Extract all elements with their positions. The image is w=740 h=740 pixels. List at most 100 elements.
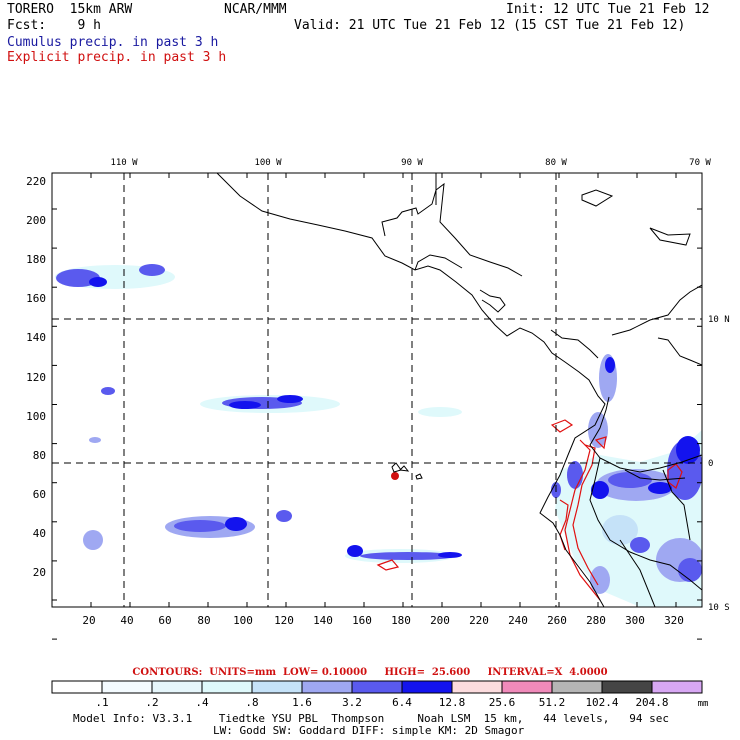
colorbar-swatch: [651, 680, 703, 694]
explicit-precip-contour: [667, 463, 683, 489]
y-tick-label: 80: [33, 449, 46, 462]
y-tick-label: 140: [26, 331, 46, 344]
lon-label-70w: 70 W: [689, 158, 711, 168]
colorbar-label: 6.4: [392, 696, 412, 709]
x-tick-label: 120: [274, 614, 294, 627]
precip-area: [229, 401, 261, 409]
physics-info: LW: Godd SW: Goddard DIFF: simple KM: 2D…: [213, 724, 525, 737]
y-tick-label: 20: [33, 566, 46, 579]
y-tick-label: 100: [26, 410, 46, 423]
lon-label-110w: 110 W: [110, 158, 138, 168]
lat-label-10n: 10 N: [708, 315, 730, 325]
precip-area: [605, 357, 615, 373]
precip-area: [225, 517, 247, 531]
colorbar-swatch: [251, 680, 303, 694]
precip-area: [391, 472, 399, 480]
precip-area: [438, 552, 462, 558]
colorbar-swatch: [101, 680, 153, 694]
y-tick-label: 120: [26, 371, 46, 384]
lon-label-90w: 90 W: [401, 158, 423, 168]
precip-area: [602, 515, 638, 545]
colorbar-label: 12.8: [439, 696, 466, 709]
colorbar-swatch: [451, 680, 503, 694]
precip-area: [139, 264, 165, 276]
explicit-precip-contour: [564, 439, 601, 601]
colorbar-label: 51.2: [539, 696, 566, 709]
colorbar-label: .2: [145, 696, 158, 709]
coastlines: [216, 173, 702, 607]
valid-time: Valid: 21 UTC Tue 21 Feb 12 (15 CST Tue …: [294, 18, 686, 33]
colorbar: [51, 680, 703, 694]
colorbar-labels: .1 .2 .4 .8 1.6 3.2 6.4 12.8 25.6 51.2 1…: [95, 696, 708, 709]
colorbar-swatch: [301, 680, 353, 694]
axis-ticks: [51, 173, 702, 640]
y-tick-labels: 220 200 180 160 140 120 100 80 60 40 20: [26, 175, 46, 579]
y-tick-label: 60: [33, 488, 46, 501]
x-tick-label: 40: [120, 614, 133, 627]
y-tick-label: 180: [26, 253, 46, 266]
forecast-hour: Fcst: 9 h: [7, 18, 101, 33]
x-tick-labels: 20 40 60 80 100 120 140 160 180 200 220 …: [82, 614, 684, 627]
lon-label-100w: 100 W: [254, 158, 282, 168]
lat-labels: 10 N 0 10 S: [708, 315, 730, 613]
lon-labels: 110 W 100 W 90 W 80 W 70 W: [110, 158, 711, 168]
precip-area: [590, 566, 610, 594]
colorbar-swatch: [501, 680, 553, 694]
cumulus-label: Cumulus precip. in past 3 h: [7, 35, 219, 50]
precip-area: [347, 545, 363, 557]
x-tick-label: 140: [313, 614, 333, 627]
x-tick-label: 200: [430, 614, 450, 627]
precip-area: [630, 537, 650, 553]
precip-area: [418, 407, 462, 417]
contours-info: CONTOURS: UNITS=mm LOW= 0.10000 HIGH= 25…: [132, 667, 608, 678]
x-tick-label: 160: [352, 614, 372, 627]
precip-area: [101, 387, 115, 395]
colorbar-unit: mm: [698, 699, 709, 709]
precip-area: [567, 461, 583, 489]
precip-area: [277, 395, 303, 403]
colorbar-label: .4: [195, 696, 209, 709]
colorbar-label: 1.6: [292, 696, 312, 709]
precip-area: [648, 482, 672, 494]
explicit-precip-contour: [550, 419, 574, 433]
plot-frame: [51, 172, 703, 608]
y-tick-label: 220: [26, 175, 46, 188]
precip-area: [89, 437, 101, 443]
precip-area: [608, 472, 652, 488]
colorbar-label: 102.4: [585, 696, 618, 709]
model-info: Model Info: V3.3.1 Tiedtke YSU PBL Thomp…: [73, 712, 670, 725]
colorbar-swatch: [351, 680, 403, 694]
colorbar-label: 204.8: [635, 696, 668, 709]
explicit-precip-contour: [376, 559, 400, 571]
x-tick-label: 60: [158, 614, 171, 627]
organization: NCAR/MMM: [224, 2, 287, 17]
colorbar-swatch: [51, 680, 103, 694]
x-tick-label: 220: [469, 614, 489, 627]
colorbar-swatch: [551, 680, 603, 694]
init-time: Init: 12 UTC Tue 21 Feb 12: [506, 2, 710, 17]
colorbar-label: 3.2: [342, 696, 362, 709]
precip-area: [678, 558, 702, 582]
precip-area: [676, 436, 700, 464]
colorbar-label: .1: [95, 696, 108, 709]
graticule: [52, 173, 702, 607]
precip-area: [89, 277, 107, 287]
lon-label-80w: 80 W: [545, 158, 567, 168]
colorbar-swatch: [151, 680, 203, 694]
x-tick-label: 320: [664, 614, 684, 627]
x-tick-label: 240: [508, 614, 528, 627]
model-name: TORERO 15km ARW: [7, 2, 133, 17]
precip-area: [360, 552, 456, 560]
x-tick-label: 80: [197, 614, 210, 627]
explicit-label: Explicit precip. in past 3 h: [7, 50, 227, 65]
y-tick-label: 40: [33, 527, 46, 540]
lat-label-10s: 10 S: [708, 603, 730, 613]
x-tick-label: 260: [547, 614, 567, 627]
y-tick-label: 160: [26, 292, 46, 305]
precip-area: [276, 510, 292, 522]
x-tick-label: 20: [82, 614, 95, 627]
explicit-precip-contour: [572, 444, 599, 586]
colorbar-label: .8: [245, 696, 258, 709]
precip-area: [56, 269, 100, 287]
